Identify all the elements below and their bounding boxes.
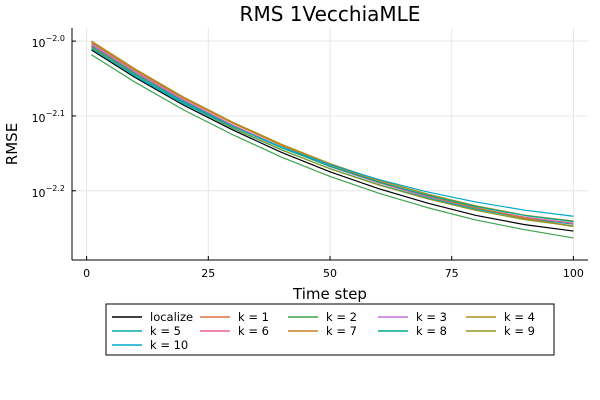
series-line-k-5 [91, 48, 574, 225]
series-line-k-10 [91, 48, 574, 217]
series-line-k-7 [91, 41, 574, 228]
grid-lines [72, 28, 588, 260]
y-tick-base: 10 [32, 112, 46, 125]
x-axis-label: Time step [292, 285, 367, 303]
y-tick-label: 10−2.1 [32, 109, 65, 125]
legend-label-k-7: k = 7 [326, 324, 357, 338]
series-line-k-4 [91, 40, 574, 222]
series-line-localize [91, 49, 574, 232]
x-ticks: 0 25 50 75 100 [83, 256, 584, 280]
series-line-k-1 [91, 40, 574, 227]
x-tick-label: 0 [83, 267, 90, 280]
legend: localize k = 1 k = 2 k = 3 k = 4 k = 5 k = 6 k … [105, 303, 555, 356]
series-line-k-9 [91, 46, 574, 227]
legend-box [105, 303, 555, 356]
legend-label-k-10: k = 10 [150, 338, 188, 352]
legend-label-k-6: k = 6 [238, 324, 269, 338]
series-line-k-6 [91, 44, 574, 224]
x-tick-label: 100 [563, 267, 584, 280]
y-axis-label: RMSE [3, 123, 21, 165]
x-tick-label: 75 [445, 267, 459, 280]
y-tick-label: 10−2.0 [32, 34, 65, 50]
series-line-k-3 [91, 43, 574, 225]
legend-label-k-5: k = 5 [150, 324, 181, 338]
x-tick-label: 50 [323, 267, 337, 280]
legend-label-localize: localize [150, 310, 193, 324]
y-tick-exponent: −2.1 [46, 109, 65, 118]
legend-label-k-3: k = 3 [416, 310, 447, 324]
legend-label-k-1: k = 1 [238, 310, 269, 324]
series-line-k-8 [91, 45, 574, 223]
y-tick-exponent: −2.0 [46, 34, 65, 43]
series-lines [91, 40, 574, 239]
y-ticks: 10−2.010−2.110−2.2 [32, 34, 76, 200]
series-line-k-2 [91, 54, 574, 239]
legend-label-k-2: k = 2 [326, 310, 357, 324]
legend-label-k-8: k = 8 [416, 324, 447, 338]
y-tick-base: 10 [32, 187, 46, 200]
chart-title: RMS 1VecchiaMLE [240, 2, 421, 26]
legend-label-k-9: k = 9 [504, 324, 535, 338]
y-tick-exponent: −2.2 [46, 184, 65, 193]
y-tick-base: 10 [32, 37, 46, 50]
x-tick-label: 25 [201, 267, 215, 280]
y-tick-label: 10−2.2 [32, 184, 65, 200]
legend-label-k-4: k = 4 [504, 310, 535, 324]
